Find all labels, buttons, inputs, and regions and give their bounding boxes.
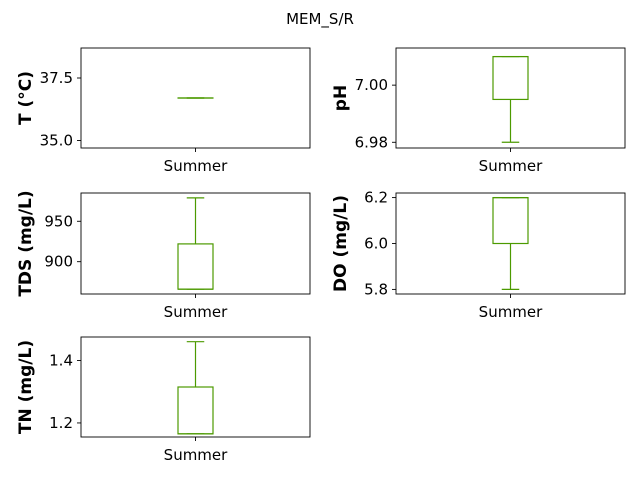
subplot-5: 1.2 1.4 Summer TN (mg/L) [16, 336, 311, 464]
boxplot [492, 196, 529, 291]
y-tick-label: 7.00 [355, 76, 388, 94]
y-axis-label: TDS (mg/L) [16, 190, 36, 296]
subplot-3: 900 950 Summer TDS (mg/L) [16, 190, 311, 321]
y-tick-label: 900 [44, 253, 73, 271]
box-iqr [177, 243, 214, 290]
y-tick-label: 6.2 [364, 189, 388, 207]
subplot-4: 5.8 6.0 6.2 Summer DO (mg/L) [331, 189, 626, 321]
x-tick-label: Summer [479, 303, 543, 321]
boxplot [177, 197, 214, 290]
y-tick-label: 1.2 [49, 414, 73, 432]
y-tick-label: 35.0 [40, 132, 73, 150]
box-iqr [492, 196, 529, 245]
y-tick-label: 5.8 [364, 280, 388, 298]
boxplot [492, 55, 529, 143]
y-tick-label: 37.5 [40, 69, 73, 87]
y-axis-label: TN (mg/L) [16, 340, 36, 434]
x-tick-label: Summer [164, 446, 228, 464]
y-tick-label: 1.4 [49, 351, 73, 369]
y-tick-label: 6.0 [364, 235, 388, 253]
x-tick-label: Summer [164, 157, 228, 175]
y-axis-label: T (°C) [16, 71, 36, 125]
box-iqr [492, 55, 529, 101]
y-axis-label: DO (mg/L) [331, 195, 351, 292]
boxplot [177, 341, 214, 435]
x-tick-label: Summer [479, 157, 543, 175]
subplot-1: 35.0 37.5 Summer T (°C) [16, 47, 311, 175]
y-axis-label: pH [331, 85, 351, 111]
figure-title: MEM_S/R [286, 10, 354, 29]
x-tick-label: Summer [164, 303, 228, 321]
subplot-2: 6.98 7.00 Summer pH [331, 47, 626, 175]
y-tick-label: 6.98 [355, 133, 388, 151]
box-iqr [177, 386, 214, 435]
y-tick-label: 950 [44, 212, 73, 230]
